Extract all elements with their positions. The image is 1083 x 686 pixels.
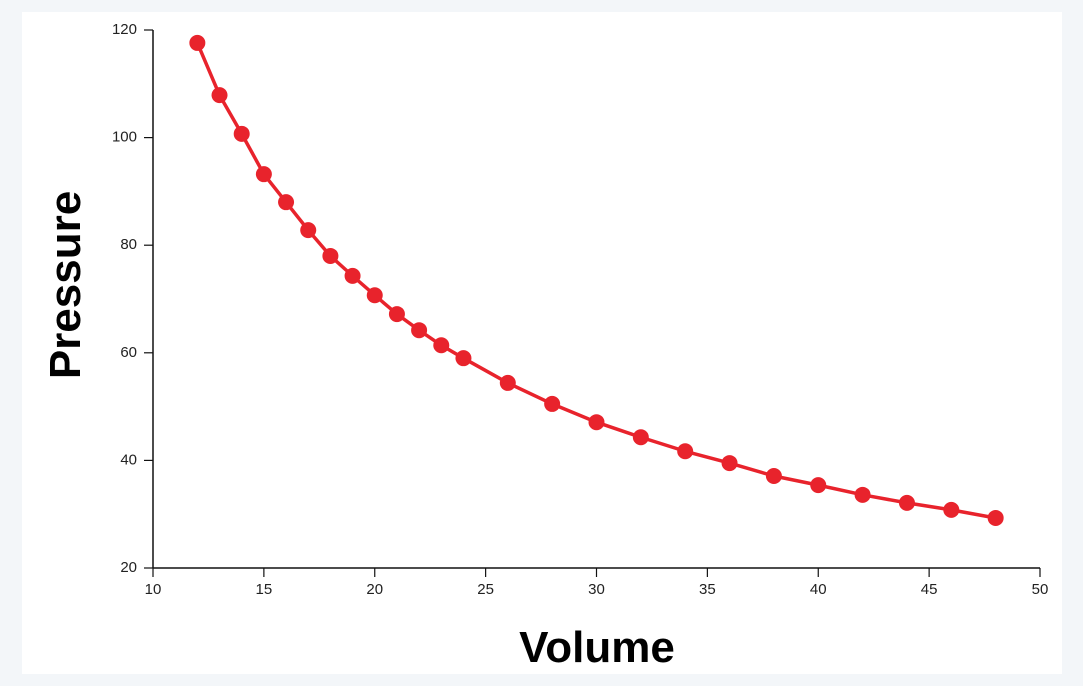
data-point bbox=[987, 509, 1004, 526]
data-point bbox=[278, 194, 295, 211]
data-point bbox=[366, 287, 383, 304]
x-tick-label: 10 bbox=[145, 581, 162, 598]
data-point bbox=[765, 468, 782, 485]
data-point bbox=[898, 494, 915, 511]
data-point bbox=[189, 34, 206, 51]
x-tick-label: 25 bbox=[477, 581, 494, 598]
x-tick-label: 50 bbox=[1032, 581, 1049, 598]
data-point bbox=[588, 414, 605, 431]
data-point bbox=[255, 166, 272, 183]
data-point bbox=[433, 337, 450, 354]
data-point bbox=[233, 125, 250, 142]
y-tick-label: 60 bbox=[120, 344, 137, 361]
data-point bbox=[322, 247, 339, 264]
y-tick-label: 20 bbox=[120, 559, 137, 576]
x-tick-label: 35 bbox=[699, 581, 716, 598]
x-tick-label: 40 bbox=[810, 581, 827, 598]
data-point bbox=[455, 350, 472, 367]
data-point bbox=[388, 306, 405, 323]
data-point bbox=[300, 222, 317, 239]
data-point bbox=[411, 322, 428, 339]
data-point bbox=[943, 501, 960, 518]
data-point bbox=[677, 443, 694, 460]
data-point bbox=[721, 455, 738, 472]
data-point bbox=[632, 429, 649, 446]
y-tick-label: 40 bbox=[120, 451, 137, 468]
y-axis-title: Pressure bbox=[41, 191, 90, 379]
data-point bbox=[211, 87, 228, 104]
x-tick-label: 45 bbox=[921, 581, 938, 598]
data-point bbox=[810, 477, 827, 494]
y-tick-label: 100 bbox=[112, 129, 137, 146]
data-point bbox=[544, 395, 561, 412]
x-tick-label: 15 bbox=[256, 581, 273, 598]
x-tick-label: 30 bbox=[588, 581, 605, 598]
x-tick-label: 20 bbox=[366, 581, 383, 598]
y-tick-label: 80 bbox=[120, 236, 137, 253]
data-point bbox=[499, 374, 516, 391]
panel bbox=[22, 12, 1062, 674]
data-point bbox=[344, 267, 361, 284]
x-axis-title: Volume bbox=[519, 623, 675, 672]
data-point bbox=[854, 486, 871, 503]
y-tick-label: 120 bbox=[112, 21, 137, 38]
